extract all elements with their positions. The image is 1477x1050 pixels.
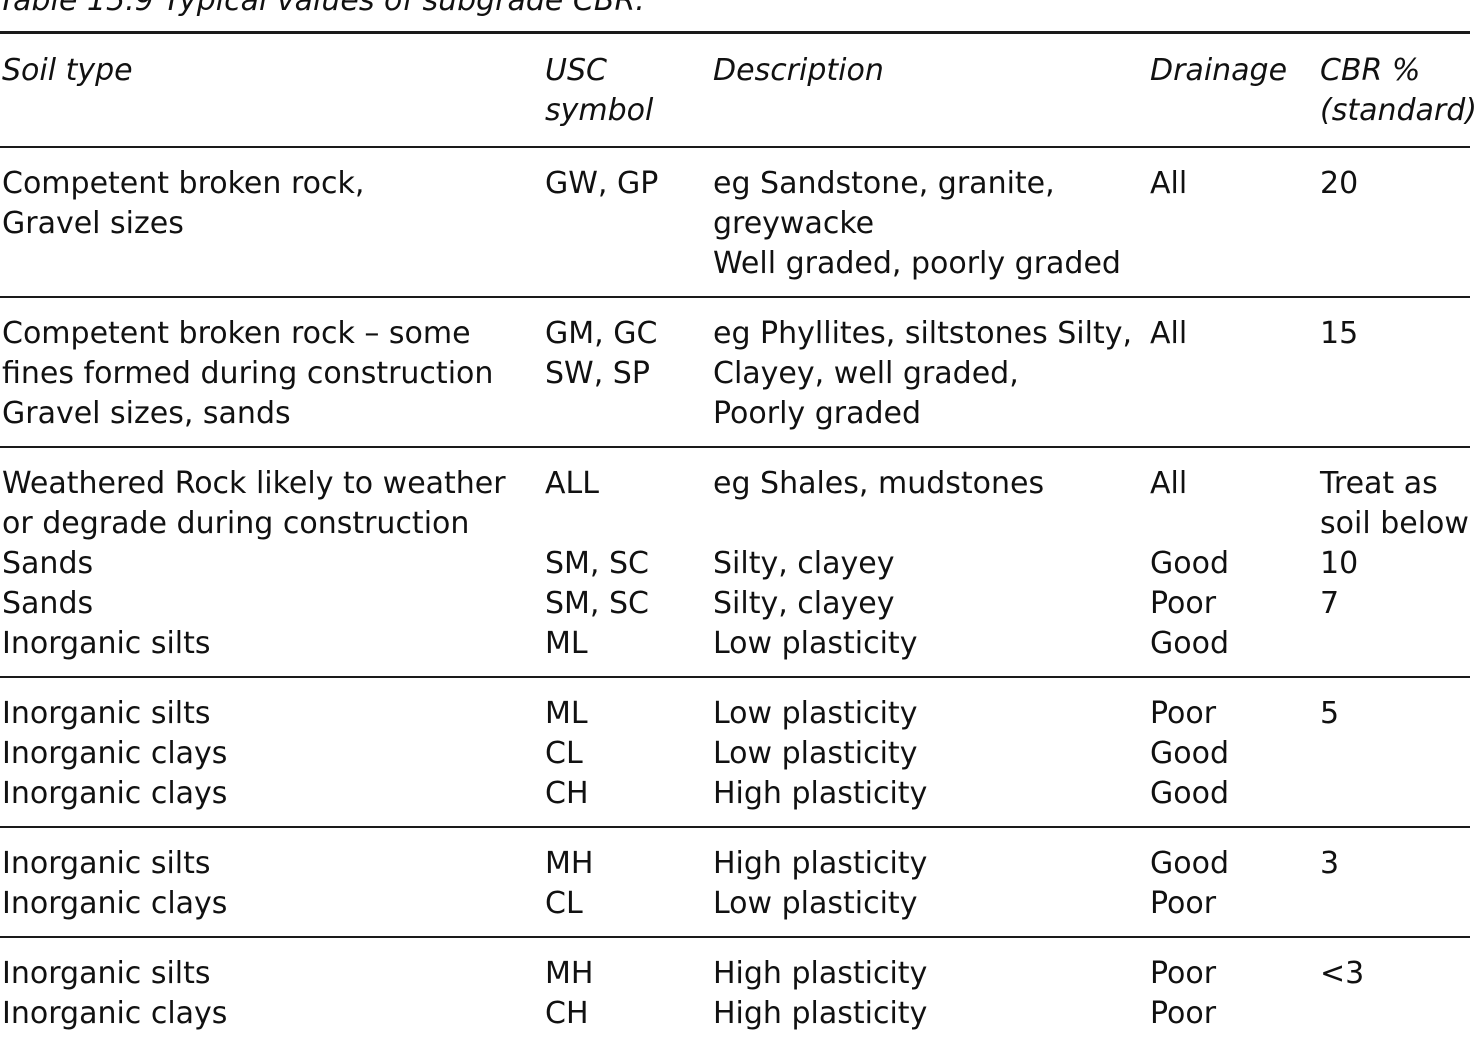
cell-cbr: 5: [1320, 696, 1340, 731]
header-cbr: CBR % (standard): [1320, 53, 1477, 128]
cell-description: Low plasticity: [713, 886, 918, 921]
cell-usc-symbol: CH: [545, 776, 589, 811]
cell-description: Silty, clayey: [713, 546, 895, 581]
cell-cbr: 20: [1320, 166, 1359, 201]
cell-description: eg Phyllites, siltstones Silty, Clayey, …: [713, 316, 1133, 431]
cell-soil-type: Sands: [2, 586, 94, 621]
cell-drainage: Good: [1150, 776, 1229, 811]
cell-description: eg Sandstone, granite, greywacke Well gr…: [713, 166, 1121, 281]
table-top-rule: [0, 31, 1470, 34]
cell-drainage: Good: [1150, 626, 1229, 661]
cell-usc-symbol: ALL: [545, 466, 599, 501]
cell-drainage: Good: [1150, 846, 1229, 881]
cell-drainage: All: [1150, 316, 1188, 351]
table-caption: Table 15.9 Typical values of subgrade CB…: [0, 0, 645, 20]
cell-drainage: All: [1150, 166, 1188, 201]
cell-description: High plasticity: [713, 996, 928, 1031]
cell-cbr: 7: [1320, 586, 1340, 621]
group-rule: [0, 296, 1470, 298]
cell-drainage: Poor: [1150, 696, 1217, 731]
header-drainage: Drainage: [1150, 53, 1288, 88]
cell-description: Low plasticity: [713, 736, 918, 771]
cell-description: Low plasticity: [713, 626, 918, 661]
header-usc-symbol: USC symbol: [545, 53, 654, 128]
cell-soil-type: Competent broken rock – some fines forme…: [2, 316, 494, 431]
header-soil-type: Soil type: [2, 53, 133, 88]
cell-cbr: Treat as soil below: [1320, 466, 1469, 541]
group-rule: [0, 676, 1470, 678]
cell-drainage: All: [1150, 466, 1188, 501]
table-caption-label: Table 15.9: [0, 0, 154, 18]
cell-soil-type: Inorganic silts: [2, 956, 211, 991]
cell-soil-type: Inorganic clays: [2, 996, 228, 1031]
cell-usc-symbol: CL: [545, 886, 583, 921]
cell-drainage: Good: [1150, 736, 1229, 771]
cell-soil-type: Sands: [2, 546, 94, 581]
group-rule: [0, 446, 1470, 448]
cell-usc-symbol: GM, GC SW, SP: [545, 316, 658, 391]
table-caption-title: Typical values of subgrade CBR.: [163, 0, 645, 18]
cell-cbr: <3: [1320, 956, 1365, 991]
cell-usc-symbol: ML: [545, 696, 588, 731]
cell-soil-type: Inorganic silts: [2, 626, 211, 661]
cell-usc-symbol: SM, SC: [545, 586, 649, 621]
cell-soil-type: Weathered Rock likely to weather or degr…: [2, 466, 506, 541]
cell-usc-symbol: CL: [545, 736, 583, 771]
cell-soil-type: Inorganic silts: [2, 696, 211, 731]
cell-soil-type: Inorganic clays: [2, 776, 228, 811]
cell-description: Silty, clayey: [713, 586, 895, 621]
cell-usc-symbol: MH: [545, 956, 594, 991]
group-rule: [0, 936, 1470, 938]
cell-soil-type: Competent broken rock, Gravel sizes: [2, 166, 365, 241]
cell-soil-type: Inorganic silts: [2, 846, 211, 881]
header-rule: [0, 146, 1470, 148]
cell-usc-symbol: CH: [545, 996, 589, 1031]
cell-cbr: 15: [1320, 316, 1359, 351]
cell-description: High plasticity: [713, 776, 928, 811]
cell-usc-symbol: GW, GP: [545, 166, 659, 201]
cell-description: High plasticity: [713, 846, 928, 881]
cell-drainage: Poor: [1150, 586, 1217, 621]
group-rule: [0, 826, 1470, 828]
header-description: Description: [713, 53, 884, 88]
cell-drainage: Poor: [1150, 886, 1217, 921]
cell-soil-type: Inorganic clays: [2, 886, 228, 921]
cell-usc-symbol: MH: [545, 846, 594, 881]
cell-cbr: 3: [1320, 846, 1340, 881]
cell-drainage: Poor: [1150, 956, 1217, 991]
cell-description: High plasticity: [713, 956, 928, 991]
cell-soil-type: Inorganic clays: [2, 736, 228, 771]
cell-usc-symbol: ML: [545, 626, 588, 661]
cell-usc-symbol: SM, SC: [545, 546, 649, 581]
cell-drainage: Poor: [1150, 996, 1217, 1031]
cell-description: eg Shales, mudstones: [713, 466, 1045, 501]
cell-cbr: 10: [1320, 546, 1359, 581]
cell-description: Low plasticity: [713, 696, 918, 731]
cell-drainage: Good: [1150, 546, 1229, 581]
